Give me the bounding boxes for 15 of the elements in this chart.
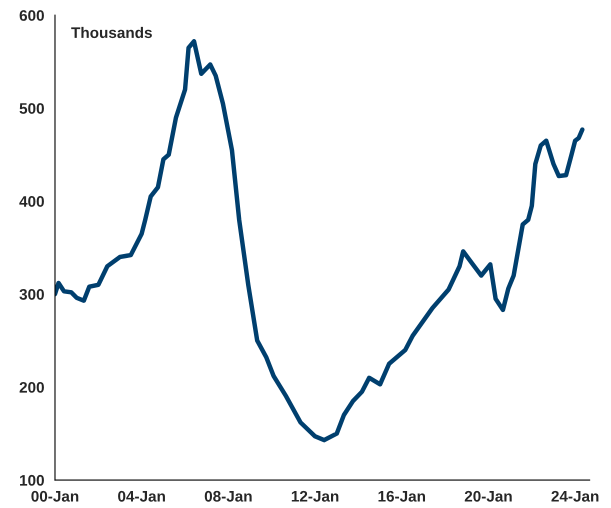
- x-tick-label: 12-Jan: [292, 490, 338, 502]
- y-tick-label: 300: [19, 289, 44, 300]
- annotation: Thousands: [71, 26, 152, 38]
- y-tick-label: 100: [20, 474, 44, 486]
- x-tick-label: 24-Jan: [551, 490, 598, 502]
- x-tick-label: 16-Jan: [378, 490, 426, 502]
- y-tick-label: 500: [20, 103, 44, 114]
- line-series: [54, 39, 585, 442]
- y-tick-label: 600: [20, 10, 44, 21]
- x-tick-label: 00-Jan: [31, 490, 78, 502]
- x-tick-label: 04-Jan: [118, 490, 165, 502]
- x-tick-label: 08-Jan: [204, 490, 252, 502]
- x-tick-label: 20-Jan: [464, 490, 512, 502]
- y-tick-label: 200: [20, 382, 44, 393]
- y-tick-label: 400: [19, 196, 44, 207]
